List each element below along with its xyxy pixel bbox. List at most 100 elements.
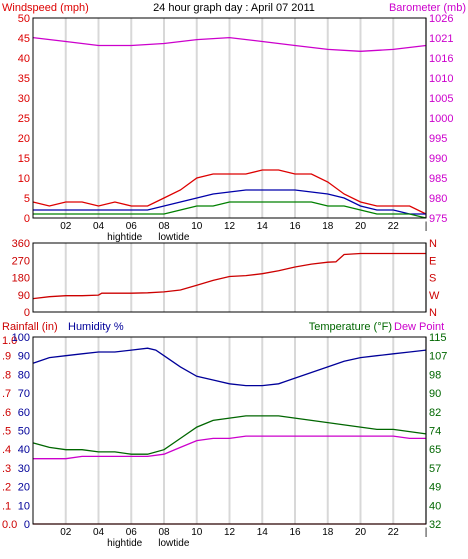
rain-tick-label: .2 [2, 482, 11, 494]
panel-frame [32, 242, 427, 313]
humidity-tick-label: 50 [18, 426, 30, 438]
tide-label: lowtide [158, 232, 190, 243]
tide-label: hightide [107, 538, 142, 549]
windspeed-tick-label: 20 [18, 133, 30, 145]
graph-title: 24 hour graph day : April 07 2011 [153, 2, 315, 14]
x-tick-label: 14 [257, 221, 269, 232]
x-tick-label: 02 [60, 527, 72, 538]
x-tick-label: 22 [388, 527, 400, 538]
windspeed-tick-label: 35 [18, 73, 30, 85]
temperature-tick-label: 115 [429, 332, 447, 344]
x-tick-label: 02 [60, 221, 72, 232]
windspeed-tick-label: 50 [18, 13, 30, 25]
rain-tick-label: 0.0 [2, 519, 17, 531]
label-layer: 02 04 06 08 10 12 14 16 18 20 22 |hightide lowtide02… [2, 13, 453, 549]
compass-tick-label: E [429, 255, 436, 267]
barometer-tick-label: 980 [429, 193, 447, 205]
compass-tick-label: N [429, 307, 437, 319]
barometer-tick-label: 1016 [429, 53, 453, 65]
windspeed-tick-label: 5 [24, 193, 30, 205]
x-tick-label: 18 [322, 527, 334, 538]
x-tick-label: | [425, 221, 428, 232]
direction-tick-label: 0 [24, 307, 30, 319]
barometer-tick-label: 1000 [429, 113, 453, 125]
compass-tick-label: N [429, 238, 437, 250]
barometer-tick-label: 1010 [429, 73, 453, 85]
barometer-tick-label: 1021 [429, 33, 453, 45]
humidity-line [32, 347, 427, 387]
x-tick-label: 16 [289, 527, 301, 538]
x-tick-label: 04 [93, 221, 105, 232]
windspeed-label: Windspeed (mph) [2, 2, 89, 14]
barometer-tick-label: 990 [429, 153, 447, 165]
x-tick-label: 18 [322, 221, 334, 232]
windspeed-tick-label: 40 [18, 53, 30, 65]
barometer-tick-label: 975 [429, 213, 447, 225]
humidity-tick-label: 90 [18, 351, 30, 363]
humidity-tick-label: 20 [18, 482, 30, 494]
direction-tick-label: 270 [12, 255, 30, 267]
temperature-tick-label: 74 [429, 426, 441, 438]
panel-frame [32, 336, 427, 525]
x-tick-label: 06 [126, 527, 138, 538]
x-tick-label: 10 [191, 527, 203, 538]
humidity-tick-label: 0 [24, 519, 30, 531]
x-tick-label: | [425, 527, 428, 538]
humidity-tick-label: 60 [18, 407, 30, 419]
tide-label: lowtide [158, 538, 190, 549]
x-tick-label: 08 [158, 221, 170, 232]
rainfall-label: Rainfall (in) [2, 321, 58, 333]
wind-speed-line [33, 201, 427, 219]
dewpoint-line [33, 435, 426, 460]
direction-tick-label: 360 [12, 238, 30, 250]
temperature-tick-label: 98 [429, 369, 441, 381]
wind-direction-line [32, 252, 426, 300]
barometer-tick-label: 985 [429, 173, 447, 185]
temperature-tick-label: 107 [429, 351, 447, 363]
x-tick-label: 04 [93, 527, 105, 538]
compass-tick-label: W [429, 290, 440, 302]
windspeed-tick-label: 25 [18, 113, 30, 125]
x-tick-label: 16 [289, 221, 301, 232]
x-tick-label: 10 [191, 221, 203, 232]
dewpoint-label: Dew Point [394, 321, 444, 333]
frame-layer [32, 17, 427, 525]
temperature-tick-label: 90 [429, 388, 441, 400]
temperature-tick-label: 82 [429, 407, 441, 419]
humidity-tick-label: 30 [18, 463, 30, 475]
barometer-tick-label: 995 [429, 133, 447, 145]
compass-tick-label: S [429, 273, 436, 285]
temperature-tick-label: 65 [429, 444, 441, 456]
temperature-tick-label: 40 [429, 500, 441, 512]
x-tick-label: 06 [126, 221, 138, 232]
x-tick-label: 12 [224, 527, 236, 538]
wind-average-line [33, 189, 426, 215]
tide-label: hightide [107, 232, 142, 243]
rain-tick-label: 1.0 [2, 335, 17, 347]
barometer-line [32, 36, 427, 52]
rain-tick-label: .6 [2, 407, 11, 419]
temperature-tick-label: 32 [429, 519, 441, 531]
rain-tick-label: .4 [2, 444, 11, 456]
panel-frame [32, 17, 427, 219]
windspeed-tick-label: 30 [18, 93, 30, 105]
barometer-label: Barometer (mb) [389, 2, 466, 14]
x-tick-label: 20 [355, 527, 367, 538]
temperature-label: Temperature (°F) [309, 321, 392, 333]
temperature-tick-label: 49 [429, 482, 441, 494]
rain-tick-label: .9 [2, 351, 11, 363]
rain-tick-label: .1 [2, 500, 11, 512]
barometer-tick-label: 1005 [429, 93, 453, 105]
direction-tick-label: 180 [12, 273, 30, 285]
rain-tick-label: .5 [2, 426, 11, 438]
x-tick-label: 12 [224, 221, 236, 232]
rain-tick-label: .8 [2, 369, 11, 381]
rain-tick-label: .7 [2, 388, 11, 400]
x-tick-label: 08 [158, 527, 170, 538]
windspeed-tick-label: 15 [18, 153, 30, 165]
windspeed-tick-label: 45 [18, 33, 30, 45]
humidity-tick-label: 100 [12, 332, 30, 344]
